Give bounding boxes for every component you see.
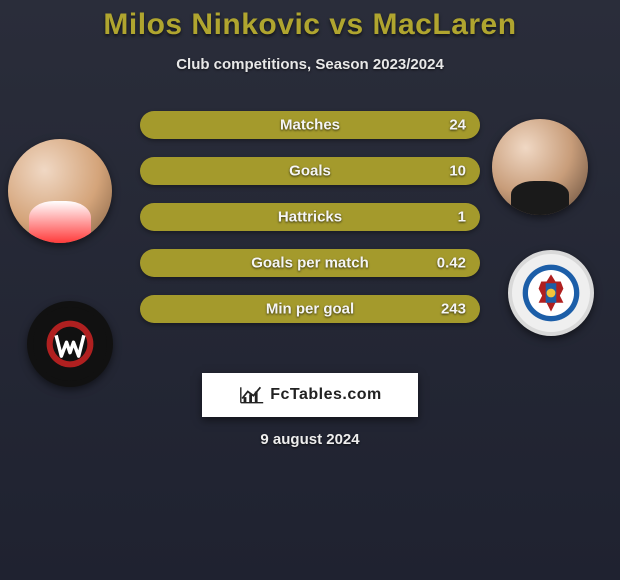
comparison-content: Matches 24 Goals 10 Hattricks 1 Goals pe… xyxy=(0,111,620,448)
stat-bars: Matches 24 Goals 10 Hattricks 1 Goals pe… xyxy=(140,111,480,323)
chart-icon xyxy=(238,384,266,406)
page-title: Milos Ninkovic vs MacLaren xyxy=(0,8,620,42)
brand-badge: FcTables.com xyxy=(202,373,418,417)
player-left-avatar xyxy=(8,139,112,243)
stat-bar-hattricks: Hattricks 1 xyxy=(140,203,480,231)
stat-value: 24 xyxy=(449,117,466,134)
header: Milos Ninkovic vs MacLaren Club competit… xyxy=(0,0,620,73)
stat-bar-goals: Goals 10 xyxy=(140,157,480,185)
stat-bar-goals-per-match: Goals per match 0.42 xyxy=(140,249,480,277)
subtitle: Club competitions, Season 2023/2024 xyxy=(0,56,620,73)
player-right-avatar xyxy=(492,119,588,215)
melbourne-city-logo-icon xyxy=(520,262,582,324)
wanderers-logo-icon xyxy=(44,318,96,370)
footer-date: 9 august 2024 xyxy=(0,431,620,448)
club-badge-right xyxy=(508,250,594,336)
stat-bar-min-per-goal: Min per goal 243 xyxy=(140,295,480,323)
stat-label: Goals per match xyxy=(251,255,369,272)
stat-value: 1 xyxy=(458,209,466,226)
stat-value: 10 xyxy=(449,163,466,180)
stat-label: Goals xyxy=(289,163,331,180)
stat-value: 0.42 xyxy=(437,255,466,272)
stat-value: 243 xyxy=(441,301,466,318)
stat-label: Hattricks xyxy=(278,209,342,226)
stat-bar-matches: Matches 24 xyxy=(140,111,480,139)
club-badge-left xyxy=(27,301,113,387)
stat-label: Matches xyxy=(280,117,340,134)
stat-label: Min per goal xyxy=(266,301,354,318)
brand-text: FcTables.com xyxy=(270,386,382,404)
